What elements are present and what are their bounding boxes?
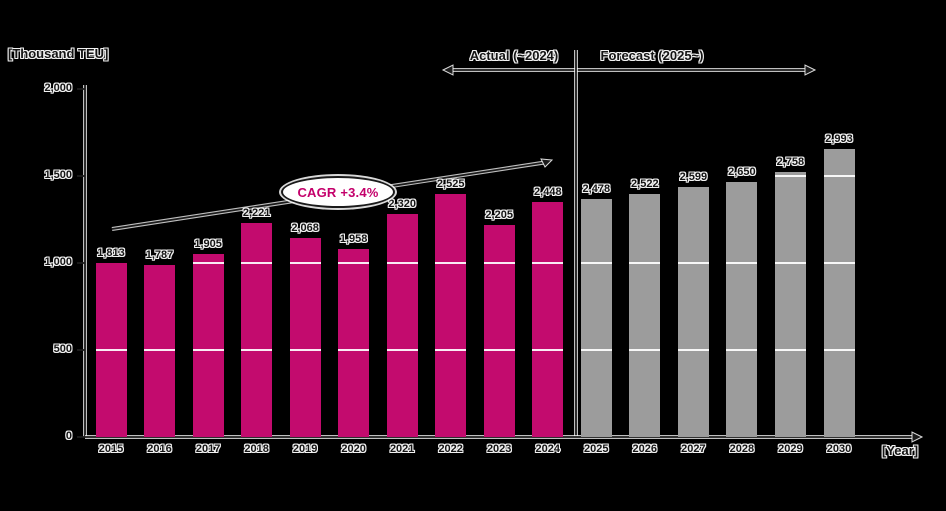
x-tick-label-2019: 2019 [292,443,318,455]
gridline-segment [241,349,273,351]
gridline-segment [386,349,418,351]
y-tick-label-0: 0 [65,430,72,442]
bar-2018 [241,223,273,437]
legend-span-right-arrowhead-icon [804,64,817,76]
gridline-segment [774,262,806,264]
x-tick-label-2025: 2025 [584,443,609,455]
bar-2017 [192,254,224,437]
bar-2029 [774,172,806,437]
x-axis-arrowhead-icon [911,431,924,443]
bar-2020 [338,249,370,437]
gridline-segment [435,349,467,351]
bar-value-label-2029: 2,758 [776,156,805,168]
gridline-segment [580,349,612,351]
gridline-segment [580,262,612,264]
bar-value-label-2020: 1,958 [339,233,368,245]
bar-value-label-2023: 2,205 [485,209,513,221]
x-tick-label-2017: 2017 [195,443,221,455]
bar-value-label-2017: 1,905 [194,238,222,250]
gridline-segment [483,349,515,351]
gridline-segment [726,349,758,351]
gridline-segment [241,262,273,264]
bar-2026 [629,194,661,437]
y-tick-label-1000: 1,000 [44,256,72,268]
x-tick-label-2027: 2027 [681,443,706,455]
gridline-segment [532,262,564,264]
gridline-segment [192,349,224,351]
y-axis-tick-marks [77,88,85,438]
bar-2024 [532,202,564,437]
gridline-segment [629,262,661,264]
y-tick-label-2000: 2,000 [44,82,72,94]
bar-value-label-2019: 2,068 [291,222,319,234]
bar-2023 [483,225,515,437]
bar-value-label-2016: 1,787 [145,249,174,261]
bar-2022 [435,194,467,437]
bar-value-label-2026: 2,522 [631,178,659,190]
cagr-trend-arrowhead-icon [540,158,554,168]
bar-2027 [677,187,709,437]
x-axis-unit-label: [Year] [882,443,919,458]
x-tick-label-2023: 2023 [486,443,512,455]
x-tick-label-2030: 2030 [826,443,852,455]
x-tick-label-2015: 2015 [98,443,124,455]
gridline-segment [823,349,855,351]
gridline-segment [483,262,515,264]
bar-2030 [823,149,855,437]
y-tick-label-500: 500 [53,343,72,355]
legend-span-left-arrowhead-icon [441,64,454,76]
bar-2028 [726,182,758,437]
bar-2021 [386,214,418,437]
gridline-segment [823,262,855,264]
bar-value-label-2022: 2,525 [436,178,465,190]
x-tick-label-2018: 2018 [244,443,269,455]
bar-value-label-2015: 1,813 [97,247,125,259]
x-tick-label-2020: 2020 [341,443,366,455]
gridline-segment [289,262,321,264]
x-tick-label-2022: 2022 [438,443,463,455]
y-axis-title: [Thousand TEU] [8,46,109,61]
gridline-segment [726,262,758,264]
bar-2016 [144,265,175,437]
gridline-segment [774,175,806,177]
bar-2019 [289,238,321,437]
x-tick-label-2021: 2021 [389,443,415,455]
gridline-segment [629,349,661,351]
gridline-segment [823,175,855,177]
x-tick-label-2028: 2028 [729,443,755,455]
gridline-segment [532,349,564,351]
bar-value-label-2028: 2,650 [728,166,756,178]
gridline-segment [435,262,467,264]
gridline-segment [144,349,175,351]
gridline-segment [774,349,806,351]
gridline-segment [338,262,370,264]
x-tick-label-2016: 2016 [147,443,172,455]
x-tick-label-2029: 2029 [778,443,803,455]
gridline-segment [95,349,127,351]
bar-value-label-2024: 2,448 [534,186,562,198]
gridline-segment [338,349,370,351]
x-tick-label-2026: 2026 [632,443,658,455]
bar-value-label-2021: 2,320 [388,198,416,210]
bar-value-label-2027: 2,599 [679,171,708,183]
bar-value-label-2030: 2,993 [825,133,853,145]
cagr-badge: CAGR +3.4% [281,176,395,208]
gridline-segment [289,349,321,351]
bar-2025 [580,199,612,437]
legend-actual-label: Actual (~2024) [469,48,559,63]
bar-2015 [95,263,127,437]
gridline-segment [677,262,709,264]
cagr-badge-label: CAGR +3.4% [297,184,379,200]
gridline-segment [192,262,224,264]
gridline-segment [386,262,418,264]
bar-value-label-2018: 2,221 [242,207,271,219]
gridline-segment [677,349,709,351]
y-tick-label-1500: 1,500 [44,169,72,181]
bar-value-label-2025: 2,478 [582,183,611,195]
legend-forecast-label: Forecast (2025~) [600,48,704,63]
x-tick-label-2024: 2024 [535,443,561,455]
